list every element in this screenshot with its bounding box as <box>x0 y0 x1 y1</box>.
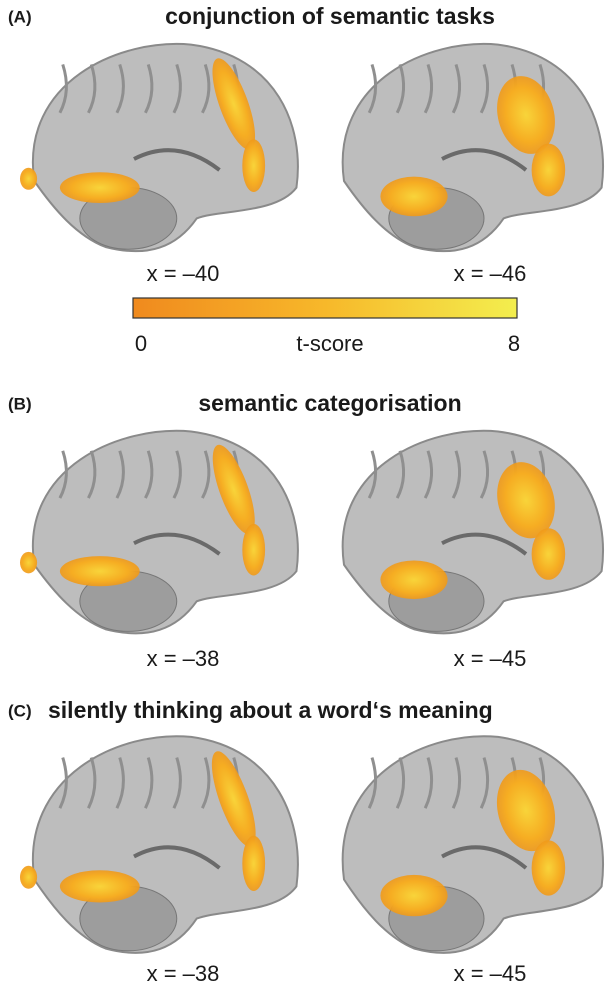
panel-label: (B) <box>8 394 32 413</box>
panel-label: (C) <box>8 701 32 720</box>
activation <box>20 168 37 190</box>
activation <box>532 840 566 895</box>
activation <box>380 875 447 916</box>
activation <box>532 144 566 197</box>
activation <box>380 560 447 599</box>
panel-title: silently thinking about a word‘s meaning <box>48 697 493 723</box>
activation <box>532 528 566 580</box>
image-caption: x = –46 <box>454 261 527 286</box>
brain-images <box>20 44 603 953</box>
colorbar-min: 0 <box>135 331 147 356</box>
image-caption: x = –38 <box>147 961 220 986</box>
figure: 0 t-score 8 (A) conjunction of semantic t… <box>0 0 612 989</box>
activation <box>60 870 140 902</box>
activation <box>242 836 265 891</box>
activation <box>60 556 140 586</box>
image-caption: x = –38 <box>147 646 220 671</box>
image-caption: x = –40 <box>147 261 220 286</box>
activation <box>20 866 37 889</box>
panel-title: semantic categorisation <box>198 390 461 416</box>
activation <box>242 139 265 192</box>
colorbar-max: 8 <box>508 331 520 356</box>
activation <box>60 172 140 203</box>
activation <box>380 177 447 217</box>
activation <box>242 524 265 576</box>
image-caption: x = –45 <box>454 646 527 671</box>
colorbar <box>133 298 517 318</box>
colorbar-label: t-score <box>296 331 363 356</box>
activation <box>20 552 37 574</box>
image-caption: x = –45 <box>454 961 527 986</box>
panel-title: conjunction of semantic tasks <box>165 3 495 29</box>
panel-label: (A) <box>8 7 32 26</box>
